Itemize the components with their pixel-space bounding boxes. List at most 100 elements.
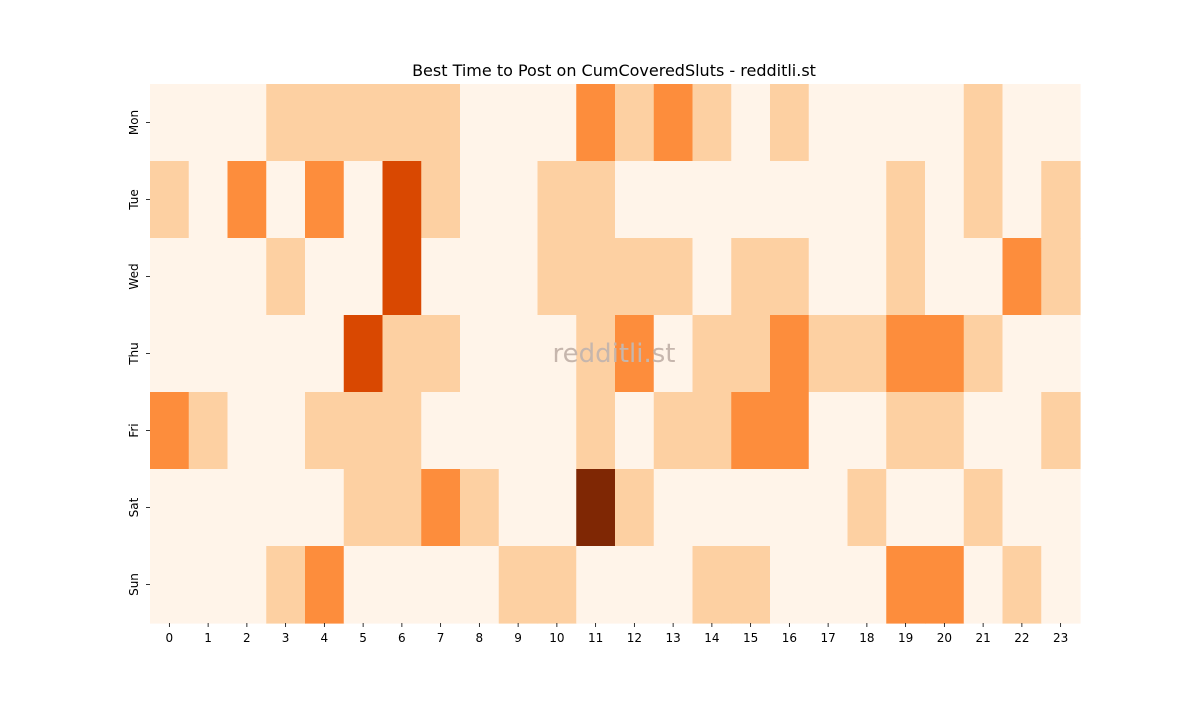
heatmap-cell-sun-17 [808,546,849,624]
heatmap-cell-thu-1 [188,315,229,393]
x-tick-label: 13 [665,631,680,645]
heatmap-cell-thu-22 [1002,315,1042,393]
heatmap-cell-sat-1 [188,469,229,547]
heatmap-cell-mon-5 [343,84,384,162]
heatmap-cell-sun-6 [382,546,422,624]
heatmap-cell-tue-23 [1041,161,1081,239]
heatmap-cell-sun-22 [1002,546,1042,624]
heatmap-cell-wed-10 [537,238,577,316]
heatmap-cell-mon-17 [808,84,849,162]
heatmap-cell-sat-9 [498,469,539,547]
x-tick-label: 3 [282,631,290,645]
heatmap-cell-wed-14 [692,238,732,316]
heatmap-cell-tue-6 [382,161,422,239]
y-tick-label: Thu [127,342,141,366]
heatmap-cell-wed-20 [925,238,965,316]
heatmap-cell-sun-13 [653,546,694,624]
heatmap-cell-wed-9 [498,238,539,316]
x-tick-label: 5 [359,631,367,645]
heatmap-cell-thu-6 [382,315,422,393]
heatmap-cell-tue-2 [227,161,267,239]
heatmap-cell-mon-20 [925,84,965,162]
heatmap-cell-fri-2 [227,392,267,470]
heatmap-cell-mon-19 [886,84,926,162]
heatmap-cell-thu-17 [808,315,849,393]
heatmap-cell-tue-4 [305,161,345,239]
heatmap-cell-tue-13 [653,161,694,239]
heatmap-cell-tue-0 [150,161,190,239]
heatmap-cell-sun-21 [963,546,1004,624]
heatmap-cell-mon-9 [498,84,539,162]
heatmap-cell-fri-5 [343,392,384,470]
x-tick-label: 11 [588,631,603,645]
heatmap-cell-mon-23 [1041,84,1081,162]
heatmap-cell-fri-8 [460,392,500,470]
heatmap-cell-sun-15 [731,546,771,624]
heatmap-cell-sat-15 [731,469,771,547]
x-tick-label: 8 [476,631,484,645]
heatmap-cell-thu-21 [963,315,1004,393]
heatmap-cell-fri-1 [188,392,229,470]
heatmap-cell-thu-10 [537,315,577,393]
heatmap-cell-fri-22 [1002,392,1042,470]
heatmap-cell-thu-15 [731,315,771,393]
heatmap-cell-mon-0 [150,84,190,162]
heatmap-cell-wed-2 [227,238,267,316]
heatmap-cell-thu-9 [498,315,539,393]
heatmap-cell-sat-16 [770,469,810,547]
x-tick-label: 17 [820,631,835,645]
heatmap-cell-wed-13 [653,238,694,316]
heatmap-cell-fri-9 [498,392,539,470]
heatmap-cell-sun-5 [343,546,384,624]
heatmap-cell-mon-21 [963,84,1004,162]
heatmap-cell-tue-3 [266,161,306,239]
heatmap-cell-mon-16 [770,84,810,162]
heatmap-cell-thu-13 [653,315,694,393]
x-tick-label: 12 [627,631,642,645]
x-tick-label: 0 [166,631,174,645]
heatmap-cell-tue-16 [770,161,810,239]
heatmap-cell-fri-16 [770,392,810,470]
heatmap-cell-tue-11 [576,161,616,239]
heatmap-cell-wed-5 [343,238,384,316]
heatmap-cell-wed-11 [576,238,616,316]
heatmap-cell-wed-23 [1041,238,1081,316]
heatmap-cell-sat-3 [266,469,306,547]
heatmap-cells [150,84,1081,624]
heatmap-cell-mon-11 [576,84,616,162]
heatmap-cell-sat-6 [382,469,422,547]
heatmap-cell-fri-10 [537,392,577,470]
heatmap-cell-fri-20 [925,392,965,470]
heatmap-cell-mon-3 [266,84,306,162]
heatmap-cell-fri-4 [305,392,345,470]
heatmap-cell-thu-7 [421,315,461,393]
heatmap-cell-sun-18 [847,546,887,624]
heatmap-cell-sun-19 [886,546,926,624]
heatmap-cell-thu-2 [227,315,267,393]
heatmap-cell-sat-19 [886,469,926,547]
x-tick-label: 20 [937,631,952,645]
heatmap-cell-tue-19 [886,161,926,239]
heatmap-cell-mon-4 [305,84,345,162]
heatmap-cell-wed-0 [150,238,190,316]
y-tick-label: Sat [127,497,141,517]
heatmap-cell-wed-18 [847,238,887,316]
heatmap-cell-fri-14 [692,392,732,470]
heatmap-cell-sat-22 [1002,469,1042,547]
heatmap-cell-thu-5 [343,315,384,393]
heatmap-cell-tue-20 [925,161,965,239]
x-axis-ticks: 0 1 2 3 4 5 6 7 8 9 10 11 12 13 14 15 16 17 18 19 20 21 22 23 [166,623,1068,645]
heatmap-cell-sat-11 [576,469,616,547]
x-tick-label: 7 [437,631,445,645]
heatmap-cell-fri-18 [847,392,887,470]
heatmap-cell-wed-22 [1002,238,1042,316]
heatmap-cell-sun-16 [770,546,810,624]
heatmap-cell-fri-13 [653,392,694,470]
heatmap-cell-sat-18 [847,469,887,547]
heatmap-cell-wed-16 [770,238,810,316]
x-tick-label: 14 [704,631,719,645]
y-tick-label: Wed [127,263,141,289]
heatmap-cell-sat-5 [343,469,384,547]
heatmap-cell-mon-13 [653,84,694,162]
chart-title: Best Time to Post on CumCoveredSluts - r… [412,61,816,80]
